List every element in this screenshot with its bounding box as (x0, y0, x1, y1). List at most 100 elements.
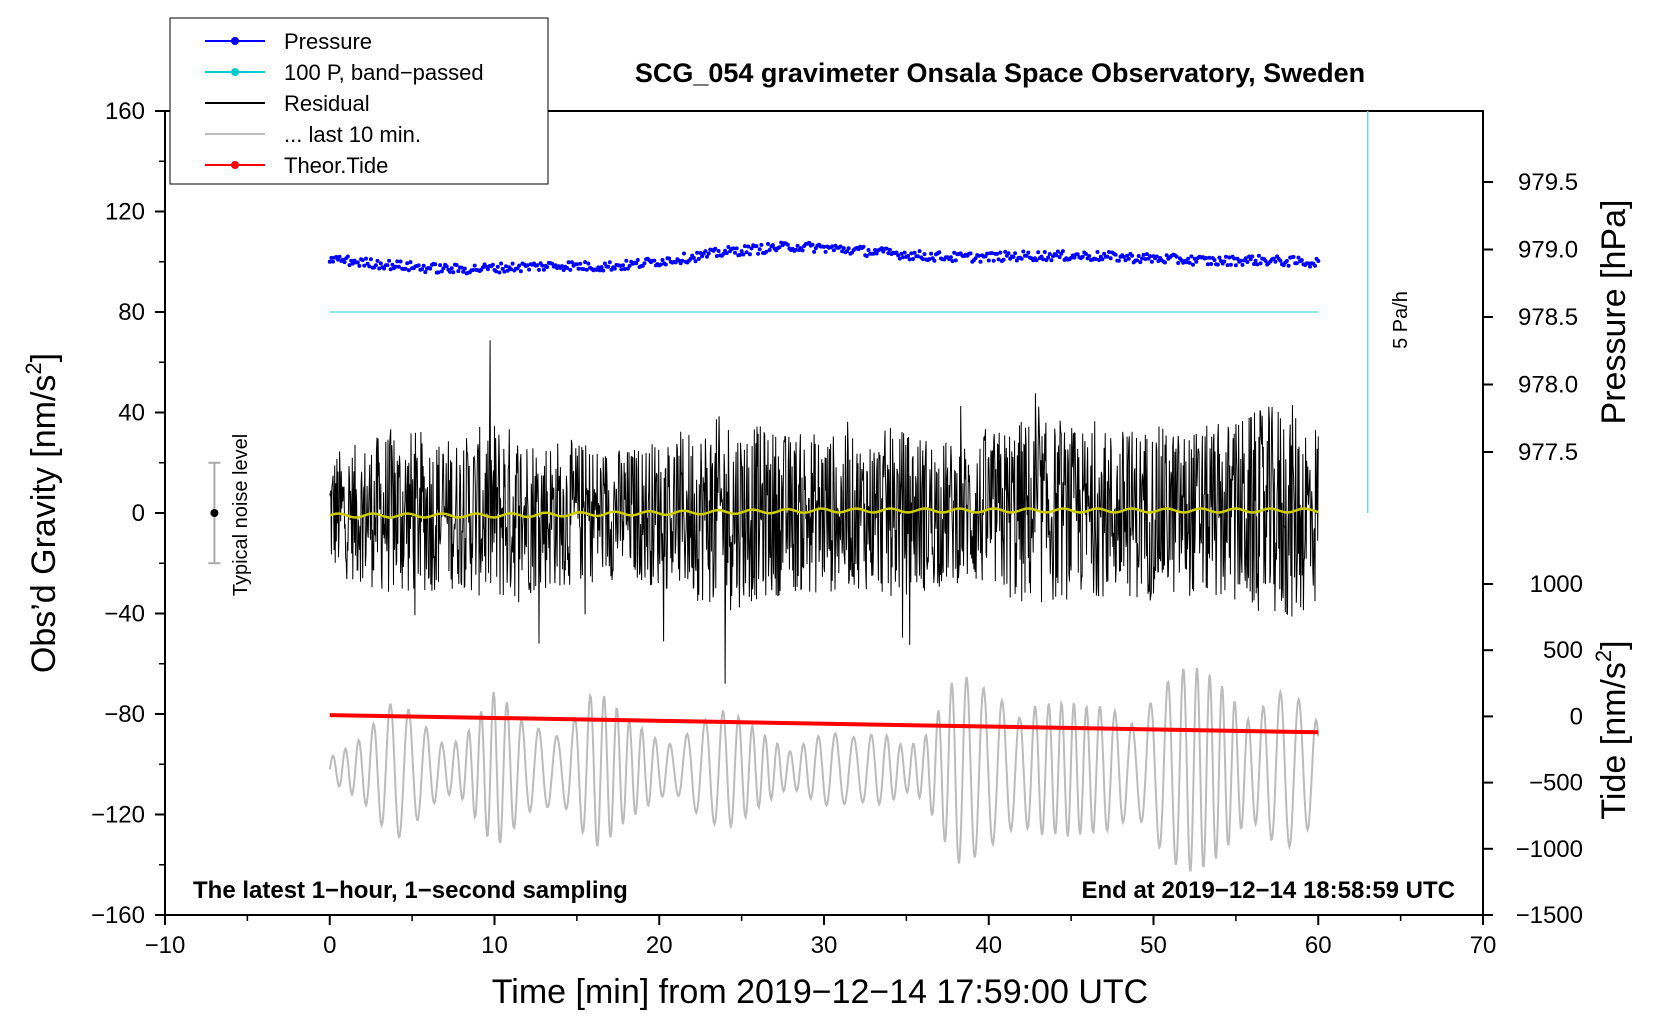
pressure-point (800, 248, 805, 253)
pressure-point (948, 255, 953, 260)
pressure-point (673, 260, 678, 265)
pressure-point (444, 264, 449, 269)
pressure-point (810, 242, 815, 247)
legend-marker-1 (231, 68, 239, 76)
y-left-tick-label: 120 (105, 199, 145, 226)
pressure-point (864, 254, 869, 258)
pressure-point (327, 259, 332, 264)
pressure-point (1186, 256, 1191, 261)
pressure-point (331, 259, 335, 264)
pressure-point (812, 249, 817, 254)
pressure-point (767, 248, 772, 252)
pressure-point (1263, 258, 1268, 263)
pressure-point (1176, 261, 1181, 265)
pressure-point (1308, 264, 1312, 269)
pressure-point (396, 264, 401, 269)
pressure-point (896, 253, 901, 258)
pressure-point (329, 255, 334, 260)
pressure-point (738, 252, 742, 257)
legend-label-3: ... last 10 min. (284, 122, 421, 147)
pressure-point (495, 264, 500, 269)
pressure-point (932, 258, 937, 263)
pressure-point (617, 263, 622, 268)
y-tide-tick-label: −500 (1529, 770, 1583, 797)
x-tick-label: 0 (323, 932, 336, 959)
pressure-point (757, 247, 762, 252)
legend: Pressure 100 P, band−passed Residual ... la… (169, 17, 549, 185)
pressure-point (565, 266, 569, 270)
pressure-point (1233, 263, 1238, 268)
series-residual (329, 340, 1319, 684)
pressure-point (517, 263, 522, 268)
pressure-point (1209, 262, 1214, 266)
pressure-point (1273, 259, 1278, 264)
pressure-point (922, 252, 927, 257)
pressure-point (1164, 253, 1169, 258)
series-residual-smoothed (329, 507, 1319, 519)
chart-title: SCG_054 gravimeter Onsala Space Observat… (635, 58, 1365, 88)
pressure-point (897, 256, 902, 261)
x-tick-label: 30 (811, 932, 838, 959)
pressure-point (744, 250, 749, 255)
pressure-point (578, 261, 583, 266)
pressure-point (576, 266, 581, 271)
pressure-point (1227, 255, 1232, 260)
pressure-point (1222, 259, 1227, 264)
pressure-point (382, 266, 387, 271)
pressure-point (1042, 250, 1047, 254)
legend-marker-4 (231, 161, 239, 169)
pressure-point (713, 246, 718, 251)
pressure-point (1294, 261, 1299, 266)
pressure-point (906, 253, 910, 258)
pressure-point (472, 263, 477, 268)
pressure-point (968, 251, 973, 256)
pressure-point (937, 250, 942, 255)
y-pressure-tick-label: 979.5 (1518, 169, 1578, 196)
pressure-point (518, 269, 523, 274)
pressure-point (1072, 255, 1077, 260)
pressure-point (838, 244, 843, 249)
pressure-point (1194, 259, 1199, 264)
pressure-point (1174, 254, 1179, 259)
pressure-point (584, 267, 589, 272)
pressure-point (378, 261, 383, 266)
pressure-point (887, 247, 892, 252)
annotation-end-time: End at 2019−12−14 18:58:59 UTC (1081, 877, 1455, 904)
y-left-tick-label: 160 (105, 98, 145, 125)
pressure-point (1095, 250, 1100, 254)
legend-label-4: Theor.Tide (284, 153, 388, 178)
pressure-point (390, 262, 395, 267)
pressure-point (509, 267, 513, 272)
pressure-point (879, 246, 884, 251)
pressure-point (1107, 250, 1111, 254)
pressure-point (693, 259, 698, 264)
pressure-point (901, 255, 906, 260)
pressure-point (1306, 261, 1311, 266)
pressure-point (1125, 253, 1130, 258)
pressure-point (899, 251, 904, 256)
pressure-point (1225, 263, 1230, 268)
pressure-point (785, 242, 790, 247)
pressure-point (541, 267, 546, 272)
pressure-point (345, 254, 350, 259)
pressure-point (886, 251, 891, 256)
pressure-point (527, 267, 532, 272)
y-left-tick-label: −80 (104, 701, 145, 728)
pressure-point (586, 261, 591, 266)
y-axis-label-left: Obs’d Gravity [nm/s2] (21, 353, 63, 673)
x-tick-label: 60 (1305, 932, 1332, 959)
pressure-point (1057, 255, 1062, 260)
pressure-point (428, 266, 433, 271)
pressure-point (1140, 256, 1144, 261)
pressure-point (627, 263, 632, 268)
x-tick-label: 20 (646, 932, 673, 959)
pressure-point (990, 251, 994, 256)
pressure-point (986, 258, 991, 263)
pressure-point (746, 244, 751, 249)
pressure-point (385, 263, 390, 268)
pressure-point (454, 263, 459, 267)
pressure-point (574, 262, 579, 267)
pressure-point (1255, 262, 1260, 267)
pressure-point (373, 263, 378, 268)
